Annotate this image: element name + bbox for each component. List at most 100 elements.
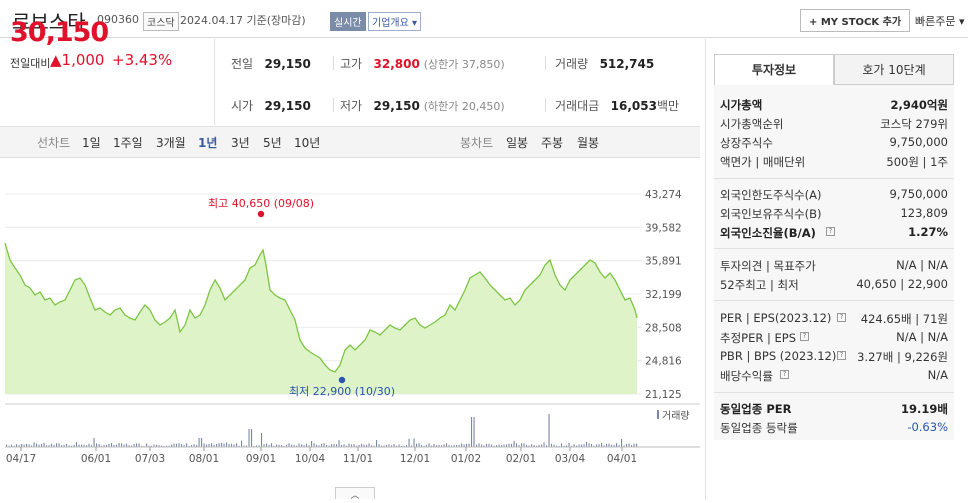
amount-unit: 백만: [656, 99, 680, 113]
volume-bar: [423, 445, 425, 447]
volume-bar: [6, 444, 8, 447]
invest-info-box: [714, 85, 954, 440]
volume-bar: [521, 443, 523, 447]
volume-bar: [483, 445, 485, 447]
volume-bar: [421, 445, 423, 447]
shares-value: 9,750,000: [889, 135, 948, 149]
foreign-limit-value: 9,750,000: [889, 187, 948, 201]
low-value: 29,150: [373, 99, 420, 113]
volume-bar: [408, 438, 410, 447]
help-icon[interactable]: ?: [837, 351, 846, 360]
help-icon[interactable]: ?: [826, 227, 835, 236]
volume-bar: [388, 444, 390, 447]
period-5y[interactable]: 5년: [263, 136, 282, 150]
volume-bar: [401, 445, 403, 447]
volume-bar: [526, 444, 528, 447]
volume-bar: [278, 444, 280, 447]
volume-bar: [263, 444, 265, 447]
volume-bar: [441, 445, 443, 447]
volume-legend-swatch: [657, 410, 659, 419]
volume-bar: [368, 443, 370, 447]
industry-per-value: 19.19배: [901, 402, 948, 416]
open-value: 29,150: [264, 99, 311, 113]
current-price: 30,150: [10, 17, 109, 48]
volume-bar: [51, 443, 53, 447]
volume-bar: [361, 443, 363, 447]
tab-orderbook[interactable]: 호가 10단계: [834, 54, 954, 85]
volume-bar: [353, 444, 355, 447]
high-marker: [257, 210, 265, 218]
volume-bar: [568, 443, 570, 447]
industry-change-label[interactable]: 동일업종 등락률: [720, 421, 798, 435]
volume-bar: [313, 443, 315, 447]
volume-bar: [131, 445, 133, 447]
volume-bar: [358, 444, 360, 447]
volume-bar: [536, 445, 538, 447]
volume-bar: [301, 444, 303, 447]
volume-bar: [48, 445, 50, 447]
high-price: 고가 32,800 (상한가 37,850): [340, 55, 505, 72]
volume-bar: [36, 443, 38, 447]
prev-close-label: 전일: [231, 57, 254, 71]
y-tick-label: 32,199: [645, 289, 682, 301]
help-icon[interactable]: ?: [837, 313, 846, 322]
period-1y[interactable]: 1년: [198, 136, 218, 150]
stock-header: [0, 0, 968, 38]
volume-bar: [458, 444, 460, 447]
volume-bar: [613, 445, 615, 447]
period-1w[interactable]: 1주일: [113, 136, 143, 150]
base-date: 2024.04.17 기준(장마감): [180, 14, 306, 27]
volume-bar: [498, 444, 500, 447]
company-overview-dropdown[interactable]: 기업개요 ▾: [368, 12, 421, 31]
volume-bar: [61, 445, 63, 447]
period-3m[interactable]: 3개월: [156, 136, 186, 150]
candle-daily[interactable]: 일봉: [506, 136, 529, 150]
market-cap-rank-value: 코스닥 279위: [880, 117, 948, 131]
help-icon[interactable]: ?: [800, 332, 809, 341]
chart-collapse-button[interactable]: ︿: [335, 487, 375, 501]
candle-monthly[interactable]: 월봉: [577, 136, 600, 150]
volume-bar: [46, 445, 48, 447]
volume-bar: [491, 444, 493, 447]
price-chart[interactable]: 43,274 39,582 35,891 32,199 28,508 24,816 21,1…: [0, 160, 700, 500]
volume-bar: [496, 445, 498, 447]
y-axis-ticks: 43,274 39,582 35,891 32,199 28,508 24,816 21,1…: [645, 189, 682, 401]
volume-bar: [396, 445, 398, 447]
candle-weekly[interactable]: 주봉: [541, 136, 564, 150]
volume-bar: [153, 444, 155, 447]
volume-bar: [23, 444, 25, 447]
volume-bar: [76, 442, 78, 447]
divider: [545, 98, 546, 112]
volume-bar: [551, 443, 553, 447]
help-icon[interactable]: ?: [780, 370, 789, 379]
market-cap-label: 시가총액: [720, 98, 763, 112]
volume-bar: [88, 443, 90, 447]
volume-bar: [303, 444, 305, 447]
volume-bar: [618, 445, 620, 447]
low-annotation: 최저 22,900 (10/30): [289, 385, 395, 398]
volume-bar: [243, 445, 245, 447]
quick-order-button[interactable]: 빠른주문 ▾: [915, 15, 965, 28]
volume-bar: [273, 445, 275, 447]
amount-value: 16,053: [610, 99, 657, 113]
volume-bar: [166, 445, 168, 447]
volume-bar: [473, 417, 475, 447]
foreign-hold-value: 123,809: [900, 206, 948, 220]
market-cap-rank-label[interactable]: 시가총액순위: [720, 117, 784, 131]
volume-bar: [411, 445, 413, 447]
period-3y[interactable]: 3년: [231, 136, 250, 150]
price-line: [4, 242, 638, 373]
tab-invest-info[interactable]: 투자정보: [714, 54, 834, 85]
change-percent: +3.43%: [112, 51, 173, 69]
volume-bar: [461, 443, 463, 447]
volume-bar: [531, 444, 533, 447]
period-1d[interactable]: 1일: [82, 136, 101, 150]
volume-bar: [71, 445, 73, 447]
industry-per-label[interactable]: 동일업종 PER: [720, 402, 792, 416]
volume-bar: [443, 444, 445, 447]
period-10y[interactable]: 10년: [294, 136, 321, 150]
realtime-button[interactable]: 실시간: [330, 12, 366, 31]
volume-bar: [31, 445, 33, 447]
volume-bar: [261, 433, 263, 447]
add-my-stock-button[interactable]: + MY STOCK 추가: [800, 9, 911, 32]
